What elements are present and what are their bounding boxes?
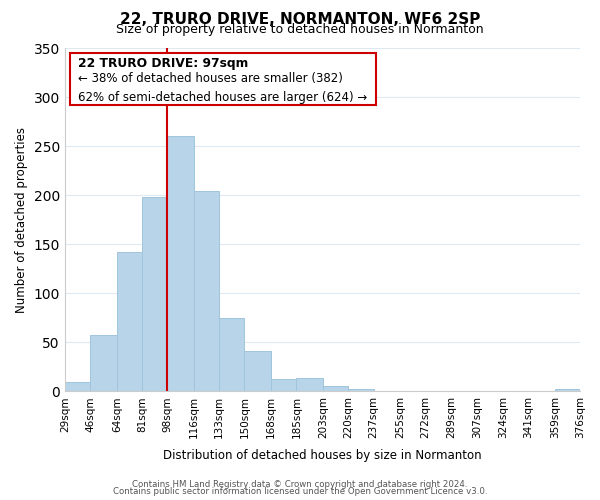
Bar (142, 197, 167, 392)
Text: Size of property relative to detached houses in Normanton: Size of property relative to detached ho… (116, 22, 484, 36)
Bar (555, 390, 580, 392)
Bar (296, 378, 323, 392)
Text: Contains public sector information licensed under the Open Government Licence v3: Contains public sector information licen… (113, 487, 487, 496)
Y-axis label: Number of detached properties: Number of detached properties (15, 126, 28, 312)
Text: 22 TRURO DRIVE: 97sqm: 22 TRURO DRIVE: 97sqm (77, 58, 248, 70)
Bar (65, 382, 90, 392)
Text: ← 38% of detached houses are smaller (382)
62% of semi-detached houses are large: ← 38% of detached houses are smaller (38… (77, 72, 367, 104)
Bar (244, 351, 271, 392)
FancyBboxPatch shape (70, 53, 376, 104)
Bar (117, 252, 142, 392)
Bar (271, 378, 296, 392)
Bar (349, 390, 374, 392)
Bar (90, 336, 117, 392)
Bar (194, 191, 219, 392)
Text: 22, TRURO DRIVE, NORMANTON, WF6 2SP: 22, TRURO DRIVE, NORMANTON, WF6 2SP (120, 12, 480, 28)
Bar (219, 318, 244, 392)
Bar (323, 386, 349, 392)
X-axis label: Distribution of detached houses by size in Normanton: Distribution of detached houses by size … (163, 450, 482, 462)
Bar (167, 136, 194, 392)
Text: Contains HM Land Registry data © Crown copyright and database right 2024.: Contains HM Land Registry data © Crown c… (132, 480, 468, 489)
